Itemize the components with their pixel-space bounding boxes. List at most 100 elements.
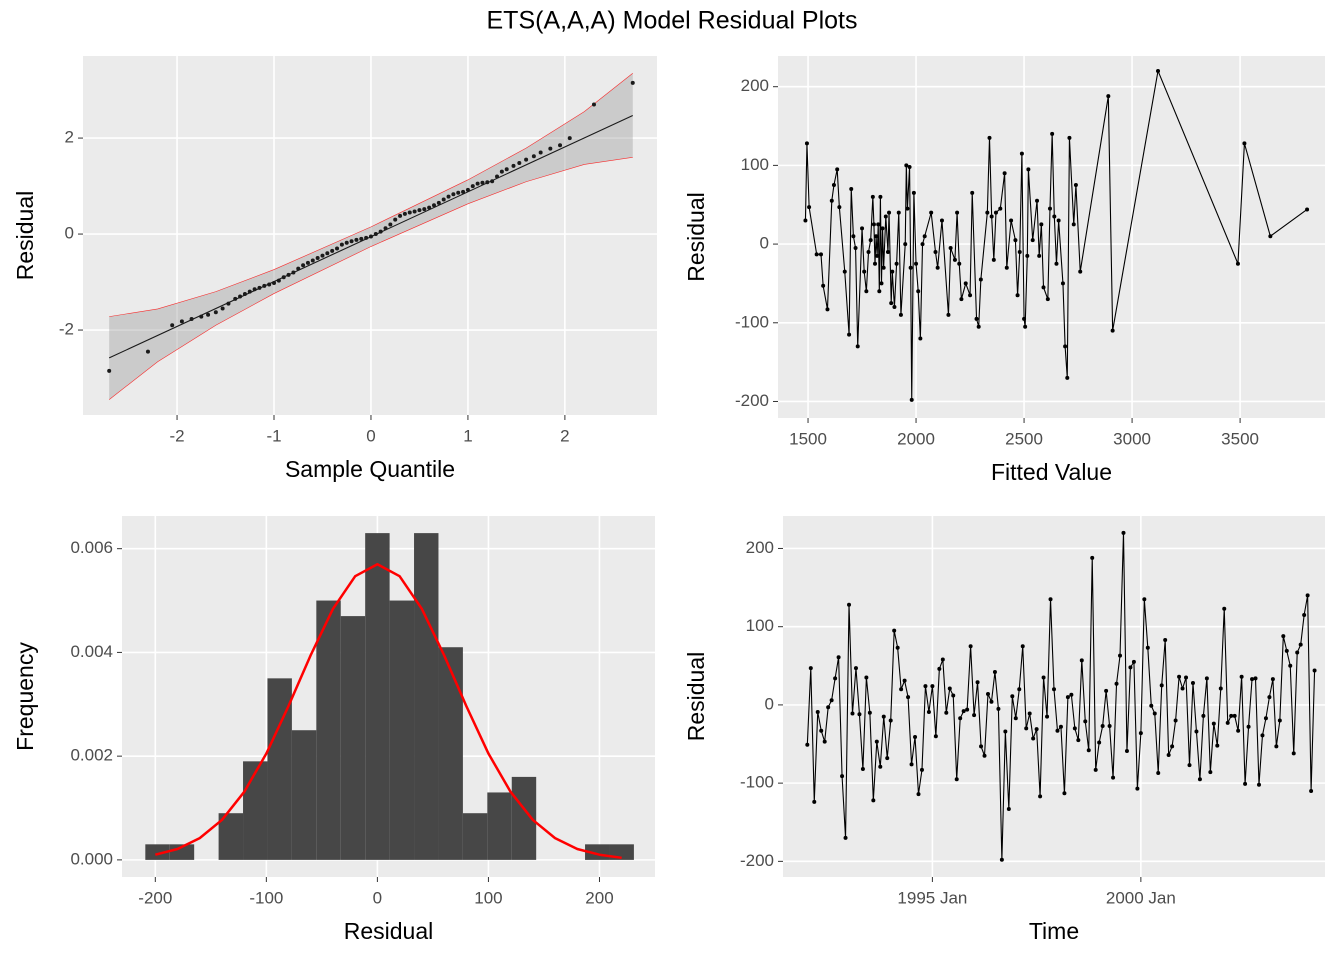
point xyxy=(511,163,516,168)
y-tick-label: 0.004 xyxy=(70,642,113,661)
point xyxy=(1031,736,1036,741)
point xyxy=(911,190,916,195)
point xyxy=(330,248,335,253)
point xyxy=(909,762,914,767)
x-axis-title: Time xyxy=(1029,918,1079,944)
point xyxy=(1065,375,1070,380)
point xyxy=(916,289,921,294)
point xyxy=(819,728,824,733)
point xyxy=(835,167,840,172)
x-tick-label: 200 xyxy=(585,888,613,907)
point xyxy=(1305,593,1310,598)
point xyxy=(1054,261,1059,266)
point xyxy=(944,710,949,715)
point xyxy=(933,249,938,254)
point xyxy=(987,135,992,140)
point xyxy=(1039,222,1044,227)
point xyxy=(301,263,306,268)
point xyxy=(818,252,823,257)
point xyxy=(480,180,485,185)
point xyxy=(1093,767,1098,772)
point xyxy=(1002,171,1007,176)
point xyxy=(881,265,886,270)
point xyxy=(378,229,383,234)
y-axis-title: Residual xyxy=(683,652,709,742)
point xyxy=(1229,713,1234,718)
y-axis-title: Residual xyxy=(12,191,38,281)
histogram-bar xyxy=(414,533,439,860)
point xyxy=(878,194,883,199)
point xyxy=(1041,285,1046,290)
point xyxy=(1284,648,1289,653)
point xyxy=(1270,677,1275,682)
point xyxy=(1305,207,1310,212)
point xyxy=(896,210,901,215)
point xyxy=(871,222,876,227)
plot-background xyxy=(783,516,1325,877)
point xyxy=(1010,694,1015,699)
point xyxy=(926,709,931,714)
point xyxy=(335,246,340,251)
point xyxy=(1047,206,1052,211)
point xyxy=(524,157,529,162)
point xyxy=(862,269,867,274)
point xyxy=(213,310,218,315)
point xyxy=(829,698,834,703)
point xyxy=(1026,167,1031,172)
band-edge xyxy=(109,73,633,317)
point xyxy=(1090,555,1095,560)
point xyxy=(1027,711,1032,716)
point xyxy=(860,226,865,231)
panel: -2 0 2 -2 -1 0 1 2 Sample Quantile Residual xyxy=(12,56,657,482)
point xyxy=(247,289,252,294)
point xyxy=(1052,214,1057,219)
y-tick-label: 0.002 xyxy=(70,746,113,765)
point xyxy=(898,312,903,317)
point xyxy=(1253,676,1258,681)
y-tick-label: 2 xyxy=(65,128,74,147)
point xyxy=(567,136,572,141)
point xyxy=(1076,738,1081,743)
point xyxy=(1060,281,1065,286)
point xyxy=(1100,724,1105,729)
point xyxy=(860,767,865,772)
point xyxy=(461,189,466,194)
point xyxy=(517,161,522,166)
point xyxy=(909,397,914,402)
point xyxy=(1037,253,1042,258)
point xyxy=(993,210,998,215)
point xyxy=(276,278,281,283)
point xyxy=(1263,716,1268,721)
point xyxy=(870,194,875,199)
histogram-bar xyxy=(462,813,488,860)
point xyxy=(851,234,856,239)
point xyxy=(1156,770,1161,775)
point xyxy=(883,214,888,219)
point xyxy=(446,194,451,199)
point xyxy=(1072,726,1077,731)
point xyxy=(359,236,364,241)
point xyxy=(957,261,962,266)
point xyxy=(305,260,310,265)
point xyxy=(875,253,880,258)
x-tick-label: -200 xyxy=(138,888,172,907)
point xyxy=(189,317,194,322)
y-tick-label: 200 xyxy=(741,76,769,95)
point xyxy=(946,312,951,317)
y-axis-title: Frequency xyxy=(12,642,38,751)
y-axis-title: Residual xyxy=(683,192,709,282)
point xyxy=(1166,752,1171,757)
point xyxy=(907,164,912,169)
point xyxy=(1173,718,1178,723)
point xyxy=(836,655,841,660)
point xyxy=(1111,775,1116,780)
point xyxy=(325,251,330,256)
plot-background xyxy=(778,56,1325,418)
point xyxy=(1017,687,1022,692)
point xyxy=(170,323,175,328)
y-tick-label: -200 xyxy=(735,391,769,410)
point xyxy=(952,257,957,262)
point xyxy=(920,242,925,247)
point xyxy=(991,257,996,262)
point xyxy=(1135,786,1140,791)
